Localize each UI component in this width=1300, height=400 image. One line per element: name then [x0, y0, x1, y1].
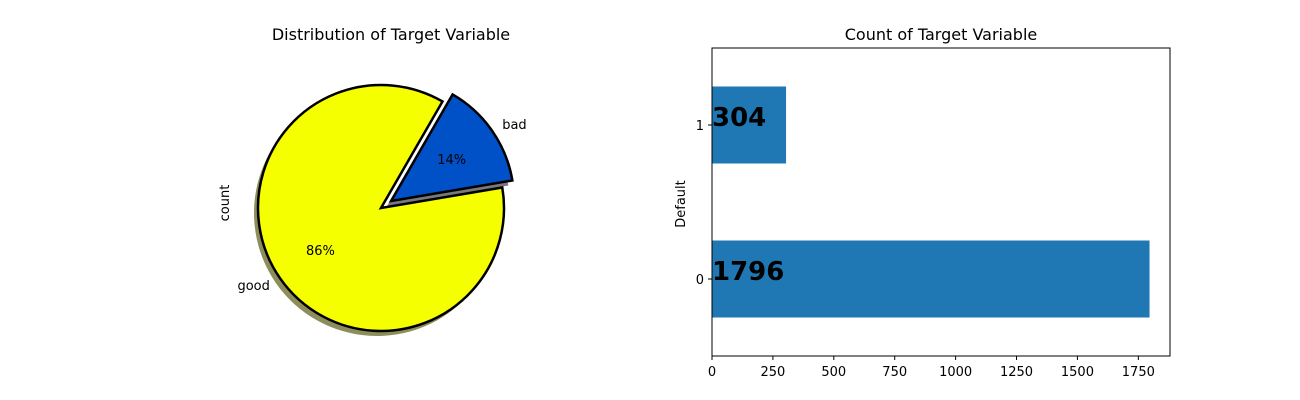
bar-group — [712, 86, 1150, 318]
pie-label-group: good 86% bad 14% — [237, 118, 526, 294]
pie-percent-label-good: 86% — [306, 244, 335, 259]
bar-category-1 — [712, 86, 787, 164]
bar-value-label-0: 1796 — [712, 257, 784, 287]
x-tick-label-1000: 1000 — [939, 365, 972, 380]
x-tick-label-500: 500 — [821, 365, 846, 380]
pie-title: Distribution of Target Variable — [272, 25, 510, 44]
x-tick-label-1250: 1250 — [1000, 365, 1033, 380]
pie-category-label-good: good — [237, 279, 269, 294]
x-tick-label-750: 750 — [882, 365, 907, 380]
pie-ylabel: count — [218, 185, 233, 222]
bar-category-0 — [712, 240, 1150, 318]
x-tick-label-0: 0 — [708, 365, 716, 380]
plot-frame — [711, 47, 1171, 357]
pie-slice-group — [256, 83, 514, 333]
bar-title: Count of Target Variable — [845, 25, 1037, 44]
y-tick-label-1: 1 — [696, 119, 704, 134]
x-tick-group: 0 250 500 750 1000 1250 1500 1750 — [708, 356, 1155, 380]
bar-value-label-1: 304 — [712, 103, 766, 133]
bar-ylabel: Default — [674, 180, 689, 228]
bar-chart: Count of Target Variable Default 1796 304… — [674, 25, 1171, 380]
y-tick-label-0: 0 — [696, 273, 704, 288]
pie-chart: Distribution of Target Variable count go… — [218, 25, 527, 336]
pie-percent-label-bad: 14% — [437, 153, 466, 168]
pie-slice-bad — [388, 92, 514, 203]
pie-slice-good — [256, 83, 506, 333]
x-tick-label-1750: 1750 — [1122, 365, 1155, 380]
x-tick-label-1500: 1500 — [1061, 365, 1094, 380]
y-tick-group: 01 — [696, 119, 712, 288]
bar-value-label-group: 1796 304 — [712, 103, 784, 287]
x-tick-label-250: 250 — [760, 365, 785, 380]
pie-category-label-bad: bad — [502, 118, 526, 133]
